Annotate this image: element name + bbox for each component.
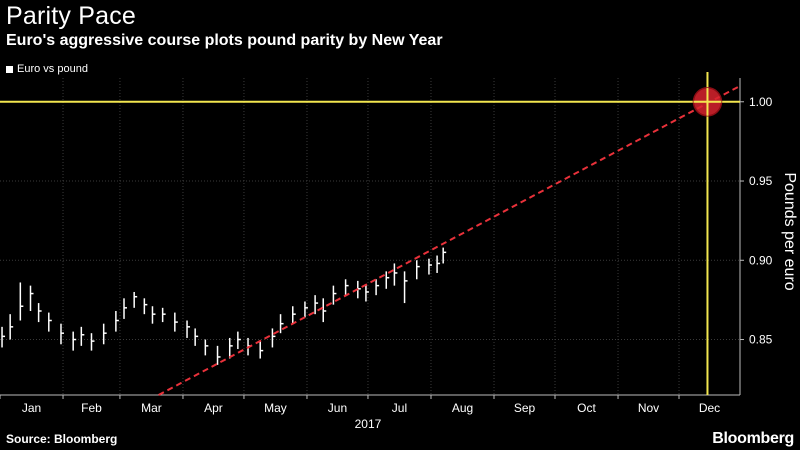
legend: Euro vs pound [6, 63, 88, 75]
legend-label: Euro vs pound [17, 63, 88, 75]
chart-subtitle: Euro's aggressive course plots pound par… [6, 32, 443, 49]
x-tick-label: Oct [577, 401, 596, 415]
x-tick-label: May [264, 401, 287, 415]
x-tick-label: Mar [141, 401, 162, 415]
x-tick-label: Sep [514, 401, 536, 415]
y-tick-label: 0.90 [749, 253, 773, 267]
legend-swatch [6, 65, 13, 73]
brand-logo: Bloomberg [712, 430, 794, 447]
y-tick-label: 0.95 [749, 174, 773, 188]
y-tick-label: 0.85 [749, 333, 773, 347]
x-tick-label: Aug [452, 401, 473, 415]
y-axis-title: Pounds per euro [781, 172, 798, 290]
x-tick-label: Feb [81, 401, 102, 415]
x-tick-label: Jan [22, 401, 41, 415]
x-tick-label: Dec [699, 401, 720, 415]
source-note: Source: Bloomberg [6, 432, 118, 446]
trend-line [158, 85, 741, 396]
y-tick-label: 1.00 [749, 95, 773, 109]
x-tick-label: Jul [392, 401, 407, 415]
x-tick-label: Jun [328, 401, 347, 415]
chart-title: Parity Pace [6, 2, 137, 30]
x-tick-label: Nov [638, 401, 659, 415]
x-year-label: 2017 [355, 417, 382, 431]
x-tick-label: Apr [204, 401, 223, 415]
